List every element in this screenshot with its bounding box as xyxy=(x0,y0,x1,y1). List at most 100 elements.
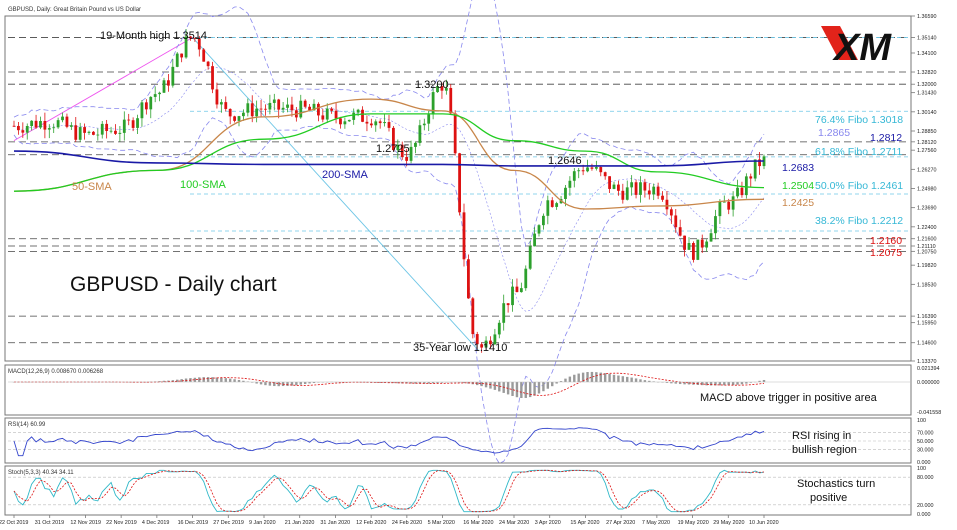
macd-histogram-bar xyxy=(537,382,541,394)
symbol-header: GBPUSD, Daily: Great Britain Pound vs US… xyxy=(8,7,141,13)
fibo-61-label: 61.8% Fibo 1.2711 xyxy=(815,146,903,158)
macd-histogram-bar xyxy=(476,382,479,386)
xm-logo-text: XM xyxy=(832,27,892,69)
candle-body xyxy=(471,298,475,335)
candle-body xyxy=(753,159,757,179)
candle-body xyxy=(493,334,497,345)
macd-histogram-bar xyxy=(551,382,554,387)
macd-histogram-bar xyxy=(246,381,250,382)
macd-histogram-bar xyxy=(709,382,713,386)
candle-body xyxy=(599,167,603,173)
rsi-plot xyxy=(8,427,910,457)
macd-histogram-bar xyxy=(498,382,501,392)
macd-histogram-bar xyxy=(581,372,585,382)
candle-body xyxy=(206,61,210,67)
candle-body xyxy=(586,167,589,172)
macd-histogram-bar xyxy=(678,382,682,385)
candle-body xyxy=(343,121,347,125)
macd-histogram-bar xyxy=(568,376,572,382)
price-tick-label: 1.13370 xyxy=(917,359,937,365)
rsi-panel-frame xyxy=(4,417,912,464)
candle-body xyxy=(669,209,673,216)
candle-body xyxy=(352,112,356,120)
candle-body xyxy=(100,123,104,135)
candle-body xyxy=(361,109,364,122)
macd-histogram-bar xyxy=(643,380,647,382)
macd-histogram-bar xyxy=(392,382,395,384)
macd-histogram-bar xyxy=(255,382,258,384)
candle-body xyxy=(692,243,695,260)
time-tick-label: 7 May 2020 xyxy=(642,520,670,526)
macd-histogram-bar xyxy=(648,380,651,382)
candle-body xyxy=(158,92,161,95)
candle-body xyxy=(233,116,236,121)
macd-histogram-bar xyxy=(573,374,576,382)
macd-histogram-bar xyxy=(440,382,444,383)
candle-body xyxy=(524,268,528,289)
candle-body xyxy=(630,182,634,188)
macd-histogram-bar xyxy=(723,382,726,386)
candle-body xyxy=(590,167,594,169)
macd-histogram-bar xyxy=(171,380,175,382)
level-1-2865: 1.2865 xyxy=(818,127,850,139)
candle-body xyxy=(339,118,342,125)
candle-body xyxy=(286,104,289,108)
macd-histogram-bar xyxy=(198,377,201,382)
macd-histogram-bar xyxy=(617,375,620,382)
candle-body xyxy=(678,227,682,236)
macd-histogram-bar xyxy=(762,379,766,382)
candle-body xyxy=(542,215,545,226)
macd-histogram-bar xyxy=(528,382,532,398)
macd-histogram-bar xyxy=(480,382,483,387)
macd-histogram-bar xyxy=(409,382,413,384)
candle-body xyxy=(718,201,722,217)
price-tick-label: 1.34100 xyxy=(917,51,937,57)
candle-body xyxy=(572,171,576,181)
macd-histogram-bar xyxy=(277,382,280,387)
candle-body xyxy=(502,303,506,323)
time-tick-label: 5 Mar 2020 xyxy=(428,520,455,526)
candle-body xyxy=(153,94,157,97)
macd-histogram-bar xyxy=(652,381,655,382)
price-tick-label: 1.28850 xyxy=(917,129,937,135)
candle-body xyxy=(211,66,214,90)
macd-histogram-bar xyxy=(176,379,179,382)
candle-body xyxy=(581,170,585,172)
price-tick-label: 1.27560 xyxy=(917,148,937,154)
annot-1-2725: 1.2725 xyxy=(376,143,410,155)
candle-body xyxy=(303,100,307,107)
candle-body xyxy=(308,106,311,111)
fibo-38-label: 38.2% Fibo 1.2212 xyxy=(815,215,903,227)
candle-body xyxy=(30,120,34,127)
stoch-note-line2: positive xyxy=(810,492,847,504)
macd-histogram-bar xyxy=(758,380,761,382)
price-tick-label: 1.15950 xyxy=(917,321,937,327)
macd-histogram-bar xyxy=(220,377,223,382)
candle-body xyxy=(105,123,109,131)
time-tick-label: 4 Dec 2019 xyxy=(142,520,170,526)
macd-histogram-bar xyxy=(484,382,488,388)
stoch-panel-frame xyxy=(4,465,912,516)
candle-body xyxy=(533,233,536,247)
rsi-axis-label: 100 xyxy=(917,418,926,424)
candle-body xyxy=(365,121,369,124)
candle-body xyxy=(387,122,391,128)
time-tick-label: 27 Apr 2020 xyxy=(606,520,635,526)
candle-body xyxy=(52,127,56,129)
macd-histogram-bar xyxy=(555,382,558,384)
macd-histogram-bar xyxy=(374,382,377,383)
stoch-plot xyxy=(8,469,910,513)
candle-body xyxy=(92,131,95,135)
candle-body xyxy=(140,102,144,119)
macd-histogram-bar xyxy=(577,373,580,382)
candle-body xyxy=(467,259,470,299)
candle-body xyxy=(414,142,417,147)
candle-body xyxy=(462,212,466,260)
candle-body xyxy=(330,108,334,111)
moving-averages xyxy=(13,98,765,210)
candle-body xyxy=(228,108,232,117)
macd-histogram-bar xyxy=(228,378,232,382)
candle-body xyxy=(369,123,373,126)
